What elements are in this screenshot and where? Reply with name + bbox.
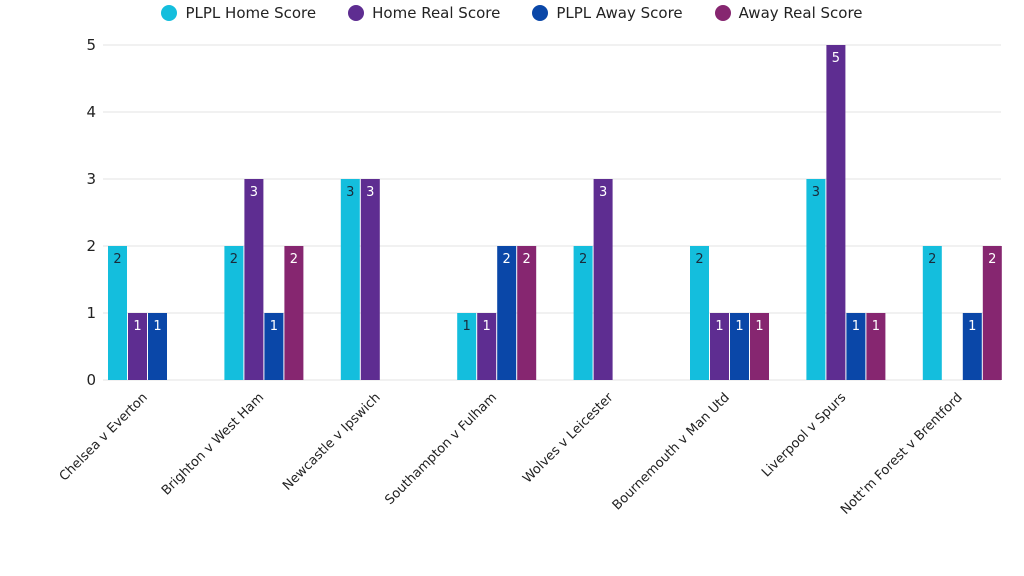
- legend: PLPL Home Score Home Real Score PLPL Awa…: [0, 4, 1024, 22]
- bar: [962, 313, 982, 380]
- legend-item-plpl-away: PLPL Away Score: [532, 4, 683, 22]
- x-tick-label: Chelsea v Everton: [57, 390, 151, 484]
- bar-value-label: 1: [852, 319, 860, 334]
- x-tick-label: Wolves v Leicester: [520, 390, 617, 487]
- x-tick-label: Bournemouth v Man Utd: [610, 390, 733, 513]
- y-tick-label: 1: [86, 304, 96, 322]
- legend-swatch-plpl-home: [161, 5, 178, 21]
- bar-value-label: 2: [230, 252, 238, 267]
- x-tick-label: Nott'm Forest v Brentford: [838, 390, 966, 518]
- bar-value-label: 3: [599, 185, 607, 200]
- legend-swatch-plpl-away: [532, 5, 549, 21]
- bar-value-label: 3: [250, 185, 258, 200]
- legend-label-plpl-away: PLPL Away Score: [556, 4, 683, 22]
- bar: [573, 246, 593, 380]
- legend-swatch-away-real: [714, 5, 731, 21]
- bar: [690, 246, 709, 380]
- y-tick-label: 4: [86, 103, 96, 121]
- x-tick-label: Southampton v Fulham: [382, 390, 500, 508]
- bar-value-label: 1: [463, 319, 471, 334]
- bar: [982, 246, 1002, 380]
- bar-value-label: 3: [366, 185, 374, 200]
- bar: [750, 313, 769, 380]
- bar-value-label: 1: [483, 319, 491, 334]
- bar: [826, 45, 846, 380]
- bar-value-label: 1: [133, 319, 141, 334]
- bar: [866, 313, 886, 380]
- legend-label-home-real: Home Real Score: [372, 4, 501, 22]
- bar-value-label: 2: [928, 252, 936, 267]
- bar: [284, 246, 304, 380]
- bar-value-label: 3: [346, 185, 354, 200]
- bar: [108, 246, 127, 380]
- bar: [148, 313, 167, 380]
- legend-swatch-home-real: [348, 5, 365, 21]
- legend-item-home-real: Home Real Score: [348, 4, 500, 22]
- bar-value-label: 2: [113, 252, 121, 267]
- bar: [806, 179, 826, 380]
- bar: [244, 179, 264, 380]
- bar: [264, 313, 284, 380]
- legend-label-plpl-home: PLPL Home Score: [185, 4, 317, 22]
- bar: [360, 179, 380, 380]
- bar-value-label: 3: [812, 185, 820, 200]
- x-tick-label: Liverpool v Spurs: [759, 390, 849, 480]
- y-tick-label: 2: [86, 237, 96, 255]
- bar-value-label: 5: [832, 51, 840, 66]
- bar: [224, 246, 244, 380]
- bar-value-label: 2: [695, 252, 703, 267]
- bar: [730, 313, 749, 380]
- bar-value-label: 2: [523, 252, 531, 267]
- bar-value-label: 2: [503, 252, 511, 267]
- bar: [457, 313, 477, 380]
- bar: [593, 179, 613, 380]
- bar: [922, 246, 942, 380]
- bar: [517, 246, 537, 380]
- bar-value-label: 1: [872, 319, 880, 334]
- bar-value-label: 1: [270, 319, 278, 334]
- legend-item-plpl-home: PLPL Home Score: [161, 4, 316, 22]
- bar: [710, 313, 729, 380]
- bar: [340, 179, 360, 380]
- y-tick-label: 5: [86, 36, 96, 54]
- bar-value-label: 2: [290, 252, 298, 267]
- bar-value-label: 1: [755, 319, 763, 334]
- bar-value-label: 1: [715, 319, 723, 334]
- bar: [128, 313, 147, 380]
- bar-value-label: 1: [735, 319, 743, 334]
- bar-value-label: 1: [968, 319, 976, 334]
- legend-item-away-real: Away Real Score: [714, 4, 863, 22]
- bar-value-label: 1: [153, 319, 161, 334]
- legend-label-away-real: Away Real Score: [738, 4, 863, 22]
- bar-value-label: 2: [579, 252, 587, 267]
- bar: [497, 246, 517, 380]
- y-tick-label: 0: [86, 371, 96, 389]
- bar: [846, 313, 866, 380]
- x-tick-label: Newcastle v Ipswich: [280, 390, 384, 494]
- bar: [477, 313, 497, 380]
- y-tick-label: 3: [86, 170, 96, 188]
- x-tick-label: Brighton v West Ham: [159, 390, 267, 498]
- bar-value-label: 2: [988, 252, 996, 267]
